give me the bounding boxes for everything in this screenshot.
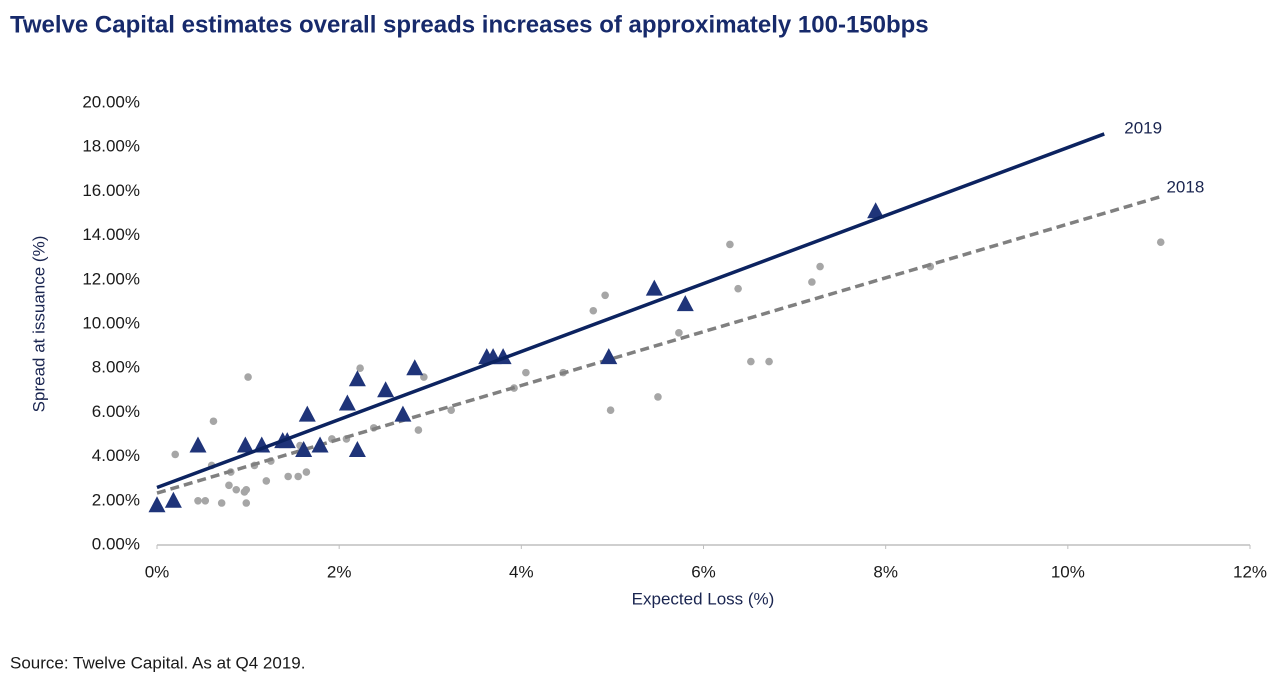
x-tick-label: 4%	[509, 562, 534, 581]
x-axis-title: Expected Loss (%)	[632, 589, 775, 608]
triangle-point	[867, 202, 885, 219]
dot-point	[356, 364, 364, 373]
dot-point	[242, 485, 251, 494]
dot-point	[601, 291, 609, 300]
dot-point	[244, 373, 252, 381]
y-tick-label: 16.00%	[82, 181, 140, 200]
dot-point	[194, 497, 202, 505]
dot-point	[1156, 238, 1165, 247]
trend-line	[156, 132, 1105, 490]
y-tick-label: 18.00%	[82, 137, 140, 156]
triangle-point	[295, 440, 313, 457]
dot-point	[747, 357, 755, 366]
chart-title: Twelve Capital estimates overall spreads…	[10, 11, 929, 38]
dot-point	[209, 417, 218, 426]
dot-point	[589, 306, 598, 315]
dot-point	[171, 450, 180, 459]
dot-point	[225, 481, 233, 490]
y-tick-label: 8.00%	[92, 358, 140, 377]
triangle-point	[676, 295, 694, 312]
x-tick-label: 10%	[1051, 562, 1085, 581]
dot-point	[522, 368, 530, 377]
dot-point	[201, 497, 210, 505]
x-tick-label: 0%	[145, 562, 170, 581]
dot-point	[242, 499, 251, 507]
triangle-point	[600, 348, 618, 365]
x-tick-label: 6%	[691, 562, 716, 581]
source-note: Source: Twelve Capital. As at Q4 2019.	[10, 653, 305, 672]
dot-point	[734, 284, 742, 293]
x-tick-label: 2%	[327, 562, 352, 581]
dot-point	[302, 468, 311, 476]
triangle-point	[377, 381, 395, 398]
dot-point	[816, 262, 824, 271]
triangle-point	[645, 279, 663, 296]
dot-point	[726, 240, 734, 249]
triangle-point	[148, 496, 166, 513]
y-tick-label: 10.00%	[82, 313, 140, 332]
triangle-point	[164, 491, 182, 508]
dot-point	[654, 393, 662, 401]
series-label: 2019	[1124, 118, 1162, 137]
triangle-point	[348, 370, 366, 387]
triangle-point	[236, 436, 254, 453]
dot-point	[675, 329, 683, 337]
dot-point	[262, 477, 271, 485]
y-tick-label: 4.00%	[92, 446, 140, 465]
dot-point	[808, 278, 816, 286]
triangle-point	[348, 440, 366, 457]
dot-point	[294, 472, 302, 481]
y-tick-label: 12.00%	[82, 269, 140, 288]
y-tick-label: 6.00%	[92, 402, 140, 421]
x-tick-label: 8%	[873, 562, 898, 581]
dot-point	[217, 499, 226, 507]
triangle-point	[298, 405, 316, 422]
dot-point	[447, 406, 455, 414]
y-tick-label: 0.00%	[92, 534, 140, 553]
x-tick-label: 12%	[1233, 562, 1267, 581]
dot-point	[232, 485, 241, 494]
trend-line	[156, 194, 1164, 495]
y-axis-title: Spread at issuance (%)	[29, 236, 48, 413]
y-tick-label: 2.00%	[92, 490, 140, 509]
triangle-point	[406, 359, 424, 376]
dot-point	[414, 426, 423, 434]
y-tick-label: 20.00%	[82, 92, 140, 111]
y-tick-label: 14.00%	[82, 225, 140, 244]
triangle-point	[338, 394, 356, 411]
dot-point	[606, 406, 615, 414]
triangle-point	[189, 436, 207, 453]
dot-point	[284, 472, 292, 481]
series-label: 2018	[1166, 177, 1204, 196]
triangle-point	[311, 436, 329, 453]
dot-point	[765, 357, 773, 366]
triangle-point	[394, 405, 412, 422]
